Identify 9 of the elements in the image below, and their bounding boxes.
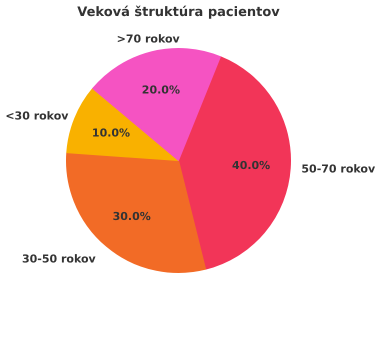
data-label: 30.0% xyxy=(112,210,151,223)
data-label: 10.0% xyxy=(92,126,130,140)
slice-label: >70 rokov xyxy=(116,32,181,46)
chart-title: Veková štruktúra pacientov xyxy=(77,5,280,20)
slice-label: 50-70 rokov xyxy=(301,162,375,176)
data-label: 40.0% xyxy=(232,159,270,172)
slice-label: 30-50 rokov xyxy=(22,252,97,266)
slice-label: <30 rokov xyxy=(5,110,70,123)
data-label: 20.0% xyxy=(142,83,180,96)
